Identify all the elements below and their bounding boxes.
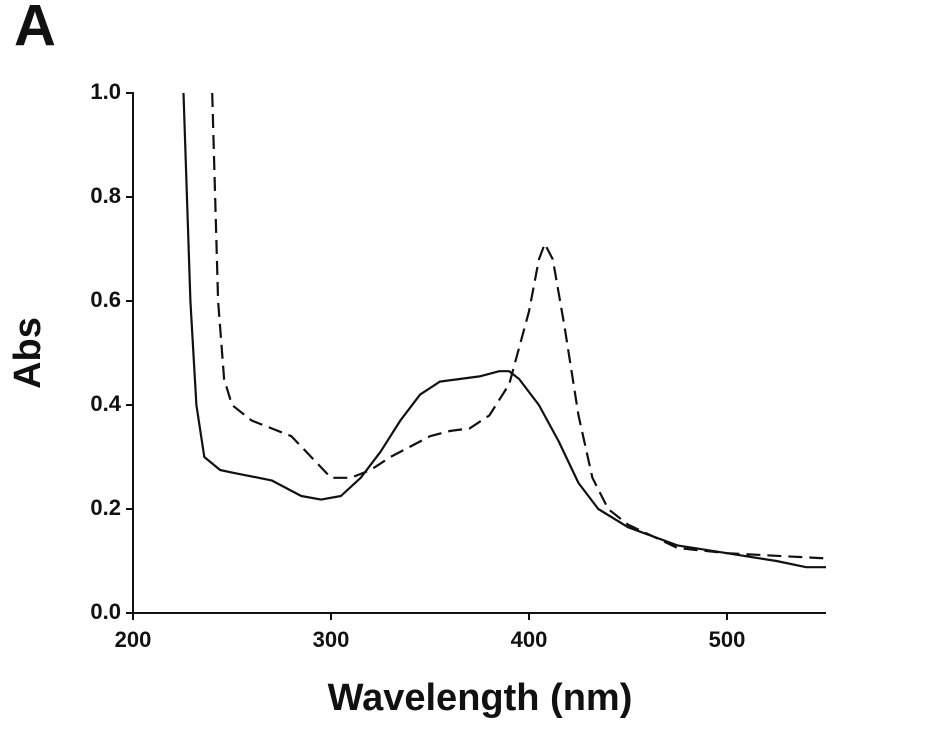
- y-axis-label: Abs: [7, 317, 49, 389]
- y-tick-label: 0.0: [90, 599, 121, 624]
- panel-label: A: [14, 0, 56, 58]
- x-tick-label: 400: [511, 627, 548, 652]
- x-tick-label: 200: [115, 627, 152, 652]
- y-tick-label: 0.6: [90, 287, 121, 312]
- x-axis-label: Wavelength (nm): [328, 677, 633, 719]
- y-tick-label: 1.0: [90, 79, 121, 104]
- y-tick-label: 0.2: [90, 495, 121, 520]
- y-tick-label: 0.4: [90, 391, 121, 416]
- data-line: [211, 92, 827, 560]
- y-tick-label: 0.8: [90, 183, 121, 208]
- x-tick-label: 500: [709, 627, 746, 652]
- x-tick-label: 300: [313, 627, 350, 652]
- data-line: [182, 92, 826, 569]
